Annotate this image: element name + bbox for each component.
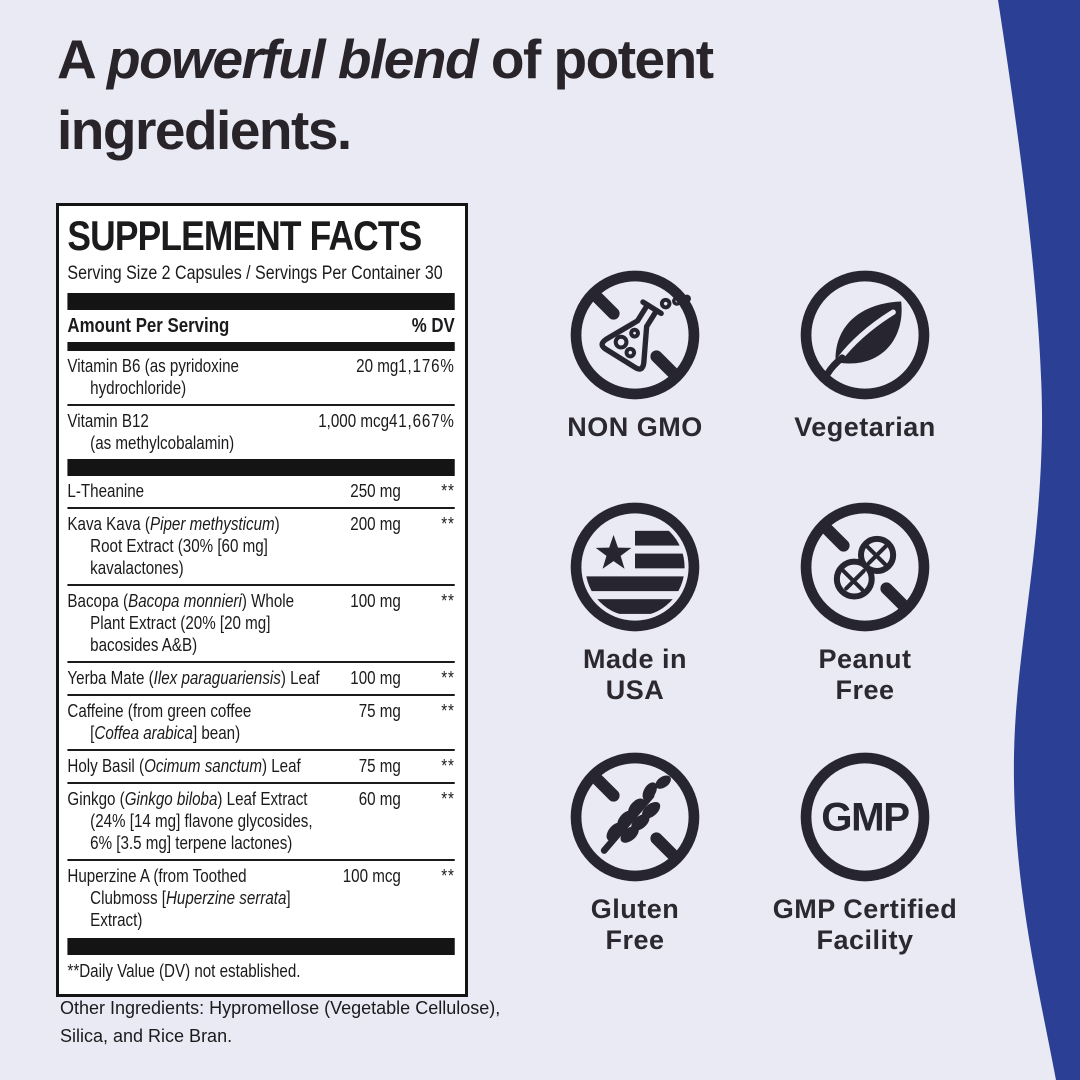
table-row: L-Theanine 250 mg ** [67, 476, 454, 507]
ingredient-amount: 1,000 mcg [318, 411, 390, 431]
table-row: Caffeine (from green coffee [Coffea arab… [67, 694, 455, 749]
ingredient-dv: ** [441, 668, 455, 688]
ingredient-amount: 200 mg [350, 514, 401, 534]
ingredient-name: Huperzine A (from Toothed Clubmoss [Hupe… [67, 866, 291, 930]
vegetarian-leaf-icon [800, 270, 930, 400]
ingredient-amount: 60 mg [358, 789, 401, 809]
ingredient-name: Caffeine (from green coffee [Coffea arab… [67, 701, 252, 743]
ingredient-dv: ** [441, 789, 455, 809]
badge-label: Gluten Free [590, 894, 680, 955]
ingredient-amount: 100 mg [350, 668, 401, 688]
ingredient-name: Ginkgo (Ginkgo biloba) Leaf Extract (24%… [67, 789, 313, 853]
table-row: Bacopa (Bacopa monnieri) Whole Plant Ext… [67, 584, 455, 661]
ingredient-amount: 250 mg [350, 481, 401, 501]
ingredient-dv: ** [441, 514, 455, 534]
no-peanut-icon [800, 502, 930, 632]
ingredient-name: L-Theanine [67, 481, 145, 501]
daily-value-footnote: **Daily Value (DV) not established. [67, 961, 301, 981]
divider-bar [67, 938, 455, 955]
badge-peanut-free: Peanut Free [750, 500, 980, 750]
supplement-facts-title: SUPPLEMENT FACTS [67, 212, 422, 259]
divider-bar [67, 293, 455, 310]
other-ingredients-text: Other Ingredients: Hypromellose (Vegetab… [60, 998, 501, 1046]
table-row: Vitamin B12 (as methylcobalamin) 1,000 m… [67, 404, 455, 459]
usa-flag-icon [570, 502, 700, 632]
supplement-facts-content: SUPPLEMENT FACTS Serving Size 2 Capsules… [59, 206, 463, 994]
ingredient-amount: 75 mg [358, 756, 401, 776]
page-title: A powerful blend of potent ingredients. [57, 28, 714, 161]
badge-made-in-usa: Made in USA [520, 500, 750, 750]
table-row: Vitamin B6 (as pyridoxine hydrochloride)… [67, 351, 454, 404]
badge-gmp-certified: GMP GMP Certified Facility [750, 750, 980, 956]
ingredient-name: Vitamin B6 (as pyridoxine hydrochloride) [67, 356, 239, 398]
ingredient-name: Kava Kava (Piper methysticum) Root Extra… [67, 514, 280, 578]
gmp-seal-icon: GMP [800, 752, 930, 882]
divider-bar [67, 459, 455, 476]
ingredient-name: Holy Basil (Ocimum sanctum) Leaf [67, 756, 301, 776]
ingredient-dv: ** [441, 866, 455, 886]
ingredient-dv: 41,667% [389, 411, 455, 431]
ingredient-dv: ** [441, 756, 455, 776]
ingredient-dv: ** [441, 701, 455, 721]
badge-label: Peanut Free [818, 644, 912, 705]
ingredient-name: Vitamin B12 (as methylcobalamin) [67, 411, 235, 453]
ingredient-dv: ** [441, 591, 455, 611]
badge-label: NON GMO [567, 412, 703, 442]
ingredient-dv: ** [441, 481, 455, 501]
table-row: Yerba Mate (Ilex paraguariensis) Leaf 10… [67, 661, 455, 694]
ingredient-amount: 100 mcg [342, 866, 401, 886]
ingredient-amount: 20 mg [356, 356, 399, 376]
no-gmo-flask-icon [570, 270, 700, 400]
percent-dv-header: % DV [411, 315, 455, 337]
serving-size-text: Serving Size 2 Capsules / Servings Per C… [67, 263, 443, 284]
no-wheat-icon [570, 752, 700, 882]
badge-non-gmo: NON GMO [520, 268, 750, 500]
table-row: Kava Kava (Piper methysticum) Root Extra… [67, 507, 455, 584]
badge-label: GMP Certified Facility [772, 894, 958, 955]
ingredient-name: Yerba Mate (Ilex paraguariensis) Leaf [67, 668, 320, 688]
badge-label: Vegetarian [794, 412, 936, 442]
divider-bar [67, 342, 455, 351]
gmp-text: GMP [821, 794, 909, 839]
badge-vegetarian: Vegetarian [750, 268, 980, 500]
ingredient-amount: 75 mg [358, 701, 401, 721]
table-row: Huperzine A (from Toothed Clubmoss [Hupe… [67, 859, 455, 936]
table-row: Ginkgo (Ginkgo biloba) Leaf Extract (24%… [67, 782, 455, 859]
badge-label: Made in USA [582, 644, 687, 705]
amount-per-serving-header: Amount Per Serving [67, 315, 230, 337]
badge-gluten-free: Gluten Free [520, 750, 750, 956]
ingredient-amount: 100 mg [350, 591, 401, 611]
column-header: Amount Per Serving % DV [67, 310, 454, 342]
table-row: Holy Basil (Ocimum sanctum) Leaf 75 mg *… [67, 749, 455, 782]
badge-grid: NON GMO Vegetarian Made in USA [520, 268, 980, 956]
ingredient-name: Bacopa (Bacopa monnieri) Whole Plant Ext… [67, 591, 295, 655]
supplement-facts-panel: SUPPLEMENT FACTS Serving Size 2 Capsules… [56, 203, 468, 997]
ingredient-dv: 1,176% [398, 356, 455, 376]
